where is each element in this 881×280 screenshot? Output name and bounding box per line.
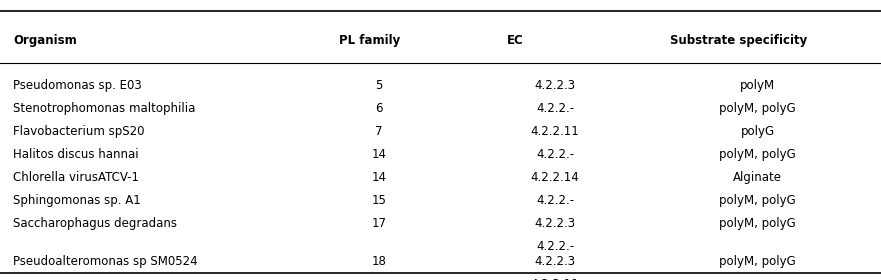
Text: Substrate specificity: Substrate specificity bbox=[670, 34, 807, 47]
Text: polyM, polyG: polyM, polyG bbox=[719, 217, 796, 230]
Text: PL family: PL family bbox=[339, 34, 401, 47]
Text: 14: 14 bbox=[371, 148, 387, 161]
Text: 4.2.2.3: 4.2.2.3 bbox=[535, 79, 575, 92]
Text: Saccharophagus degradans: Saccharophagus degradans bbox=[13, 217, 177, 230]
Text: polyM, polyG: polyM, polyG bbox=[719, 194, 796, 207]
Text: 4.2.2.11: 4.2.2.11 bbox=[530, 125, 580, 138]
Text: polyG: polyG bbox=[741, 125, 774, 138]
Text: 4.2.2.11: 4.2.2.11 bbox=[530, 278, 580, 280]
Text: 4.2.2.-: 4.2.2.- bbox=[536, 240, 574, 253]
Text: polyM, polyG: polyM, polyG bbox=[719, 102, 796, 115]
Text: 4.2.2.-: 4.2.2.- bbox=[536, 102, 574, 115]
Text: Flavobacterium spS20: Flavobacterium spS20 bbox=[13, 125, 144, 138]
Text: Pseudomonas sp. E03: Pseudomonas sp. E03 bbox=[13, 79, 142, 92]
Text: Stenotrophomonas maltophilia: Stenotrophomonas maltophilia bbox=[13, 102, 196, 115]
Text: polyM, polyG: polyM, polyG bbox=[719, 255, 796, 268]
Text: 6: 6 bbox=[375, 102, 382, 115]
Text: Halitos discus hannai: Halitos discus hannai bbox=[13, 148, 139, 161]
Text: 4.2.2.3: 4.2.2.3 bbox=[535, 217, 575, 230]
Text: Organism: Organism bbox=[13, 34, 77, 47]
Text: polyM: polyM bbox=[740, 79, 775, 92]
Text: 4.2.2.14: 4.2.2.14 bbox=[530, 171, 580, 184]
Text: Sphingomonas sp. A1: Sphingomonas sp. A1 bbox=[13, 194, 141, 207]
Text: polyM, polyG: polyM, polyG bbox=[719, 148, 796, 161]
Text: 15: 15 bbox=[372, 194, 386, 207]
Text: 7: 7 bbox=[375, 125, 382, 138]
Text: 5: 5 bbox=[375, 79, 382, 92]
Text: Pseudoalteromonas sp SM0524: Pseudoalteromonas sp SM0524 bbox=[13, 255, 198, 268]
Text: Alginate: Alginate bbox=[733, 171, 782, 184]
Text: 4.2.2.-: 4.2.2.- bbox=[536, 194, 574, 207]
Text: Chlorella virusATCV-1: Chlorella virusATCV-1 bbox=[13, 171, 139, 184]
Text: 4.2.2.3: 4.2.2.3 bbox=[535, 255, 575, 268]
Text: 18: 18 bbox=[372, 255, 386, 268]
Text: EC: EC bbox=[507, 34, 523, 47]
Text: 17: 17 bbox=[371, 217, 387, 230]
Text: 4.2.2.-: 4.2.2.- bbox=[536, 148, 574, 161]
Text: 14: 14 bbox=[371, 171, 387, 184]
